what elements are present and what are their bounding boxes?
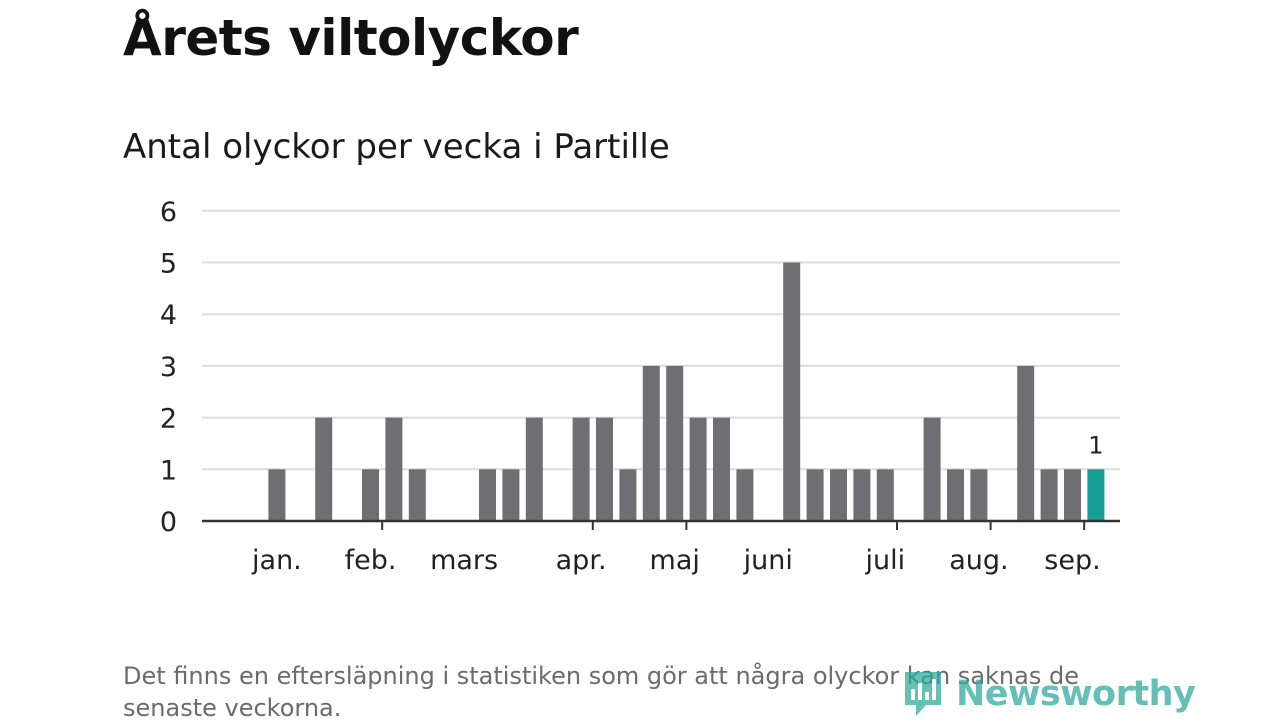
bar: [830, 469, 847, 521]
x-tick-label: juli: [864, 545, 905, 576]
y-tick-label: 6: [160, 197, 177, 228]
y-axis-tick-labels: 0 1 2 3 4 5 6: [160, 197, 177, 538]
newsworthy-logo-text: Newsworthy: [956, 674, 1196, 714]
bar: [362, 469, 379, 521]
x-tick-label: maj: [650, 545, 700, 576]
x-axis-month-labels: jan. feb. mars apr. maj juni juli aug. sep.: [251, 545, 1101, 576]
x-tick-label: feb.: [345, 545, 397, 576]
bar: [736, 469, 754, 521]
grid-lines: [202, 209, 1120, 471]
x-axis: [202, 519, 1120, 530]
y-tick-label: 4: [160, 300, 177, 331]
bar: [572, 417, 590, 521]
bar: [876, 469, 894, 521]
newsworthy-logo: Newsworthy: [902, 668, 1196, 720]
data-label: 1: [1088, 431, 1103, 459]
bar: [642, 365, 660, 521]
bar: [268, 469, 286, 521]
bar: [315, 417, 333, 521]
bar: [596, 417, 613, 521]
y-tick-label: 2: [160, 404, 177, 435]
bar: [970, 469, 988, 521]
x-tick-label: apr.: [556, 545, 607, 576]
bar: [408, 469, 426, 521]
bar: [385, 417, 403, 521]
bar: [525, 417, 543, 521]
highlighted-bar: [1087, 469, 1105, 521]
x-tick-label: jan.: [251, 545, 302, 576]
bar: [666, 365, 684, 521]
y-tick-label: 1: [160, 455, 177, 486]
bar: [502, 469, 520, 521]
bar: [923, 417, 941, 521]
bar: [947, 469, 964, 521]
bar: [1064, 469, 1081, 521]
chart-title: Årets viltolyckor: [123, 9, 579, 67]
y-tick-label: 5: [160, 249, 177, 280]
bar: [1040, 469, 1058, 521]
x-tick-label: mars: [430, 545, 498, 576]
bars: [268, 262, 1105, 521]
y-tick-label: 3: [160, 352, 177, 383]
bar: [479, 469, 496, 521]
bar: [853, 469, 871, 521]
annotations: 1: [1088, 431, 1103, 459]
bar: [1017, 365, 1035, 521]
y-tick-label: 0: [160, 507, 177, 538]
bar: [713, 417, 730, 521]
bar: [806, 469, 824, 521]
x-tick-label: juni: [743, 545, 793, 576]
bar: [783, 262, 801, 521]
x-tick-label: aug.: [949, 545, 1008, 576]
chart-subtitle: Antal olyckor per vecka i Partille: [123, 127, 670, 167]
newsworthy-logo-icon: [905, 672, 941, 716]
bar: [689, 417, 707, 521]
x-tick-label: sep.: [1044, 545, 1100, 576]
bar: [619, 469, 637, 521]
